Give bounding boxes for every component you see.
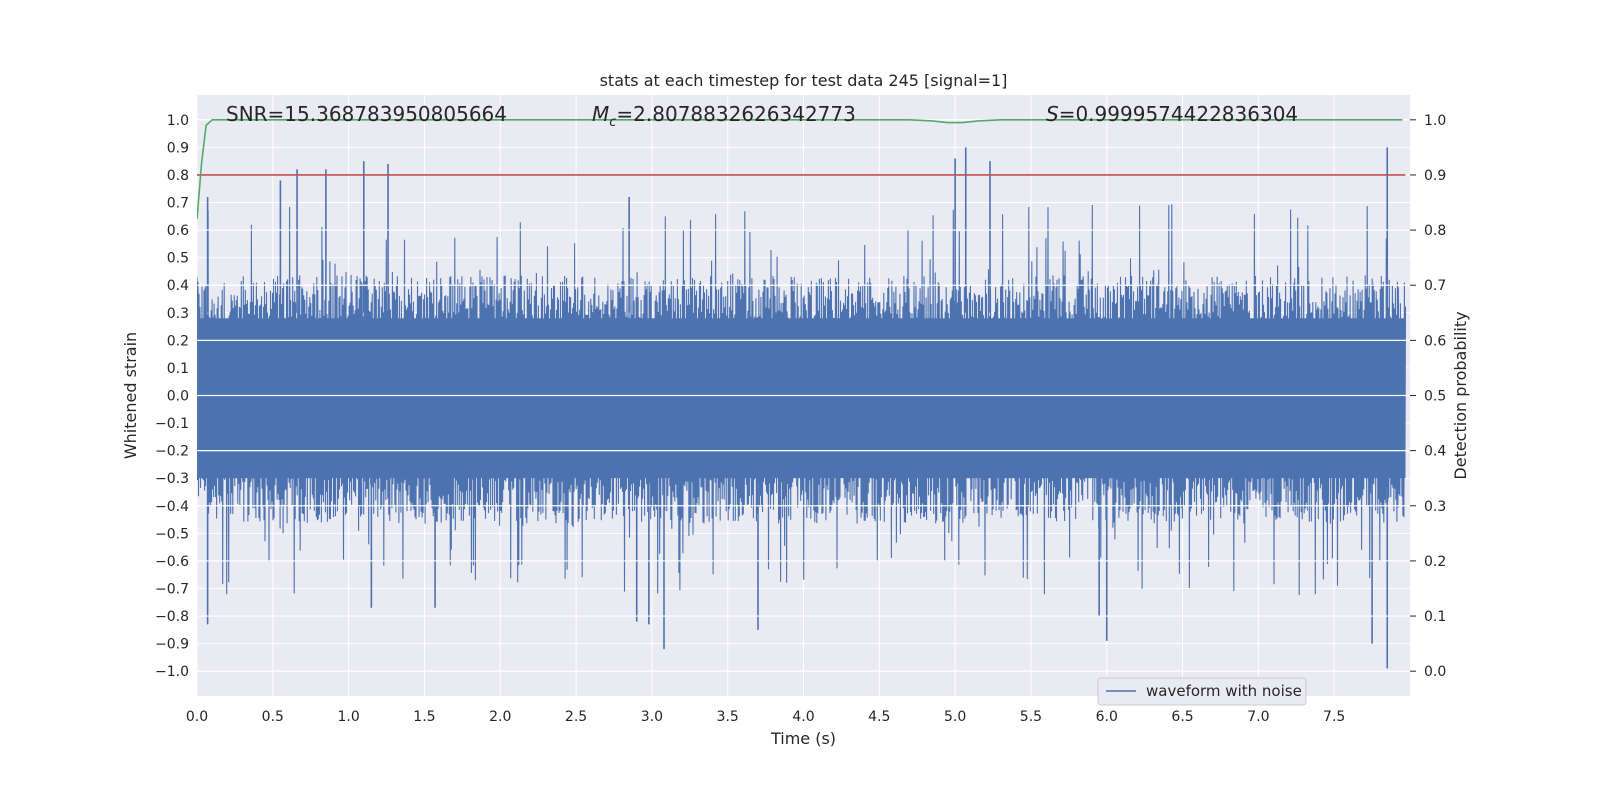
right-y-tick-label: 1.0	[1424, 113, 1446, 129]
y-tick-label: −0.5	[155, 526, 189, 542]
y-tick-label: 0.0	[167, 389, 189, 405]
mc-value: =2.8078832626342773	[616, 102, 855, 126]
y-tick-label: −0.1	[155, 416, 189, 432]
right-y-tick-label: 0.0	[1424, 664, 1446, 680]
x-tick-label: 2.5	[565, 709, 587, 725]
x-tick-label: 7.5	[1323, 709, 1345, 725]
y-tick-label: 1.0	[167, 113, 189, 129]
data-layer	[197, 119, 1410, 672]
x-tick-label: 5.0	[944, 709, 966, 725]
y-tick-label: −0.8	[155, 609, 189, 625]
right-y-tick-label: 0.2	[1424, 554, 1446, 570]
y-tick-label: 0.6	[167, 223, 189, 239]
left-y-axis: 1.0 0.9 0.8 0.7 0.6 0.5 0.4 0.3 0.2 0.1 0.0 −0.1 −0.…	[155, 113, 189, 680]
legend-label: waveform with noise	[1146, 682, 1302, 700]
y-tick-label: 0.7	[167, 196, 189, 212]
mc-subscript: c	[609, 115, 616, 130]
right-y-tick-label: 0.9	[1424, 168, 1446, 184]
right-y-tick-label: 0.3	[1424, 499, 1446, 515]
chart-title: stats at each timestep for test data 245…	[600, 71, 1008, 90]
legend-box	[1097, 677, 1307, 706]
x-tick-label: 0.0	[186, 709, 208, 725]
right-y-tick-label: 0.4	[1424, 444, 1446, 460]
x-tick-label: 0.5	[262, 709, 284, 725]
x-tick-label: 3.5	[717, 709, 739, 725]
s-value: =0.9999574422836304	[1059, 102, 1298, 126]
y-tick-label: 0.2	[167, 333, 189, 349]
x-tick-label: 5.5	[1020, 709, 1042, 725]
mc-symbol: M	[592, 102, 609, 126]
chirp-mass-annotation: Mc=2.8078832626342773	[592, 102, 856, 130]
y-tick-label: 0.3	[167, 306, 189, 322]
x-tick-label: 2.0	[489, 709, 511, 725]
right-y-axis: 1.0 0.9 0.8 0.7 0.6 0.5 0.4 0.3 0.2 0.1 0.0	[1410, 113, 1446, 680]
y-tick-label: −0.4	[155, 499, 189, 515]
y-tick-label: 0.8	[167, 168, 189, 184]
y-tick-label: −0.2	[155, 444, 189, 460]
legend: waveform with noise	[1097, 677, 1307, 706]
detection-probability-line	[197, 119, 1403, 220]
waveform-core	[197, 318, 1406, 479]
right-y-tick-label: 0.7	[1424, 278, 1446, 294]
x-tick-label: 7.0	[1247, 709, 1269, 725]
x-tick-label: 6.0	[1096, 709, 1118, 725]
y-tick-label: 0.1	[167, 361, 189, 377]
x-tick-label: 1.5	[413, 709, 435, 725]
y-tick-label: 0.5	[167, 251, 189, 267]
x-tick-label: 4.0	[792, 709, 814, 725]
x-tick-label: 4.5	[868, 709, 890, 725]
right-y-tick-label: 0.8	[1424, 223, 1446, 239]
x-axis-label: Time (s)	[770, 729, 836, 748]
right-y-tick-label: 0.6	[1424, 333, 1446, 349]
right-y-tick-label: 0.5	[1424, 389, 1446, 405]
x-tick-label: 6.5	[1171, 709, 1193, 725]
y-tick-label: 0.4	[167, 278, 189, 294]
y-tick-label: −0.6	[155, 554, 189, 570]
y-tick-label: −1.0	[155, 664, 189, 680]
s-symbol: S	[1046, 102, 1059, 126]
y-tick-label: −0.7	[155, 581, 189, 597]
snr-annotation: SNR=15.368783950805664	[226, 102, 507, 126]
x-tick-label: 3.0	[641, 709, 663, 725]
y-axis-label: Whitened strain	[121, 332, 140, 459]
right-y-tick-label: 0.1	[1424, 609, 1446, 625]
x-axis: 0.0 0.5 1.0 1.5 2.0 2.5 3.0 3.5 4.0 4.5 5.0 5.5 6.0 6…	[186, 709, 1345, 725]
y-tick-label: −0.3	[155, 471, 189, 487]
y-tick-label: 0.9	[167, 140, 189, 156]
right-y-axis-label: Detection probability	[1451, 311, 1470, 479]
score-annotation: S=0.9999574422836304	[1046, 102, 1298, 126]
x-tick-label: 1.0	[337, 709, 359, 725]
y-tick-label: −0.9	[155, 637, 189, 653]
